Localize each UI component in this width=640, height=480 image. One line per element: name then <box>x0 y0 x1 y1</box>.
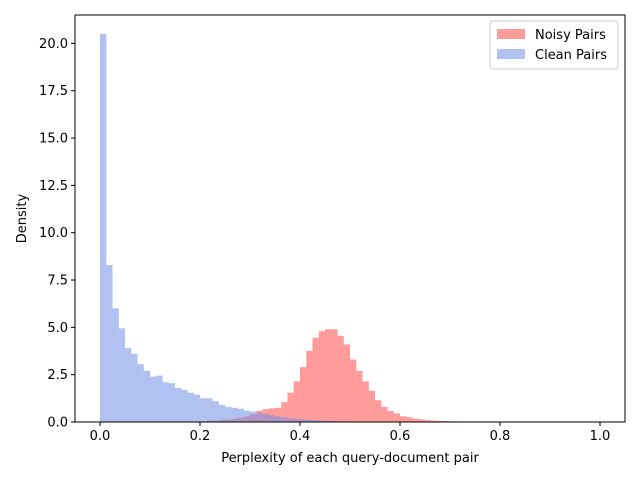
clean-pairs-bar <box>256 412 263 422</box>
noisy-pairs-bar <box>350 359 357 422</box>
noisy-pairs-bar <box>393 413 401 422</box>
legend-swatch-clean-pairs <box>497 49 525 59</box>
y-tick-label: 2.5 <box>47 368 68 383</box>
clean-pairs-bar <box>225 406 232 422</box>
legend: Noisy Pairs Clean Pairs <box>489 20 619 70</box>
clean-pairs-bar <box>212 401 219 422</box>
noisy-pairs-bar <box>275 407 282 422</box>
clean-pairs-bar <box>287 418 294 422</box>
noisy-pairs-bar <box>406 417 413 422</box>
x-tick-label: 0.0 <box>90 429 111 444</box>
clean-pairs-bar <box>137 364 144 422</box>
clean-pairs-bar <box>112 308 119 422</box>
x-axis-label: Perplexity of each query-document pair <box>221 451 479 466</box>
clean-pairs-bar <box>293 418 301 422</box>
noisy-pairs-bar <box>343 344 351 422</box>
clean-pairs-bar <box>106 264 113 422</box>
noisy-pairs-bar <box>268 408 276 422</box>
plot-frame <box>74 14 626 423</box>
clean-pairs-bar <box>218 404 226 422</box>
clean-pairs-bar <box>118 328 126 422</box>
noisy-pairs-bar <box>368 390 376 422</box>
y-tick-label: 5.0 <box>47 321 68 336</box>
clean-pairs-bar <box>100 33 107 423</box>
clean-pairs-bar <box>250 411 257 422</box>
y-axis-label: Density <box>15 193 30 243</box>
noisy-pairs-bars <box>193 329 526 422</box>
noisy-pairs-bar <box>412 418 419 422</box>
noisy-pairs-bar <box>318 331 326 422</box>
legend-swatch-noisy-pairs <box>497 29 525 39</box>
clean-pairs-bar <box>306 419 313 422</box>
x-tick-label: 0.4 <box>290 429 311 444</box>
x-axis: 0.0 0.2 0.4 0.6 0.8 1.0 <box>90 422 611 444</box>
clean-pairs-bar <box>243 410 251 422</box>
x-tick-label: 0.2 <box>190 429 211 444</box>
legend-label-clean-pairs: Clean Pairs <box>535 48 607 63</box>
clean-pairs-bar <box>193 394 201 422</box>
noisy-pairs-bar <box>300 367 307 422</box>
noisy-pairs-bar <box>281 402 288 422</box>
clean-pairs-bar <box>300 419 307 422</box>
clean-pairs-bar <box>156 375 163 422</box>
y-tick-label: 15.0 <box>39 132 68 147</box>
clean-pairs-bar <box>181 389 188 422</box>
legend-label-noisy-pairs: Noisy Pairs <box>535 28 606 43</box>
clean-pairs-bar <box>275 416 282 422</box>
noisy-pairs-bar <box>375 400 382 422</box>
y-tick-label: 17.5 <box>39 84 68 99</box>
clean-pairs-bar <box>150 376 157 422</box>
clean-pairs-bar <box>143 370 151 422</box>
noisy-pairs-bar <box>425 420 432 422</box>
y-tick-label: 20.0 <box>39 37 68 52</box>
y-axis: 0.0 2.5 5.0 7.5 10.0 12.5 15.0 17.5 20.0 <box>39 37 75 431</box>
noisy-pairs-bar <box>418 419 426 422</box>
noisy-pairs-bar <box>287 392 294 422</box>
noisy-pairs-bar <box>325 329 332 422</box>
clean-pairs-bar <box>168 383 176 422</box>
noisy-pairs-bar <box>331 329 338 422</box>
noisy-pairs-bar <box>381 406 388 422</box>
clean-pairs-bar <box>237 408 244 422</box>
clean-pairs-bar <box>175 387 182 422</box>
clean-pairs-bar <box>206 398 213 422</box>
clean-pairs-bar <box>262 414 269 422</box>
x-tick-label: 0.8 <box>490 429 511 444</box>
clean-pairs-bar <box>281 417 288 422</box>
noisy-pairs-bar <box>362 381 369 422</box>
clean-pairs-bar <box>312 420 319 422</box>
noisy-pairs-bar <box>306 351 313 422</box>
clean-pairs-bar <box>318 420 326 422</box>
clean-pairs-bar <box>162 382 169 422</box>
clean-pairs-bar <box>325 420 332 422</box>
clean-pairs-bar <box>125 348 132 422</box>
noisy-pairs-bar <box>312 337 319 422</box>
clean-pairs-bars <box>100 33 382 423</box>
noisy-pairs-bar <box>431 420 438 422</box>
noisy-pairs-bar <box>356 370 363 422</box>
noisy-pairs-bar <box>293 381 301 422</box>
clean-pairs-bar <box>131 353 138 422</box>
noisy-pairs-bar <box>337 335 344 422</box>
noisy-pairs-bar <box>400 416 407 422</box>
clean-pairs-bar <box>200 398 207 422</box>
y-tick-label: 12.5 <box>39 179 68 194</box>
clean-pairs-bar <box>187 392 194 422</box>
x-tick-label: 0.6 <box>390 429 411 444</box>
noisy-pairs-bar <box>437 420 444 422</box>
y-tick-label: 7.5 <box>47 274 68 289</box>
clean-pairs-bar <box>231 407 238 422</box>
y-tick-label: 10.0 <box>39 226 68 241</box>
y-tick-label: 0.0 <box>47 416 68 431</box>
noisy-pairs-bar <box>387 411 394 422</box>
clean-pairs-bar <box>268 415 276 422</box>
x-tick-label: 1.0 <box>590 429 611 444</box>
